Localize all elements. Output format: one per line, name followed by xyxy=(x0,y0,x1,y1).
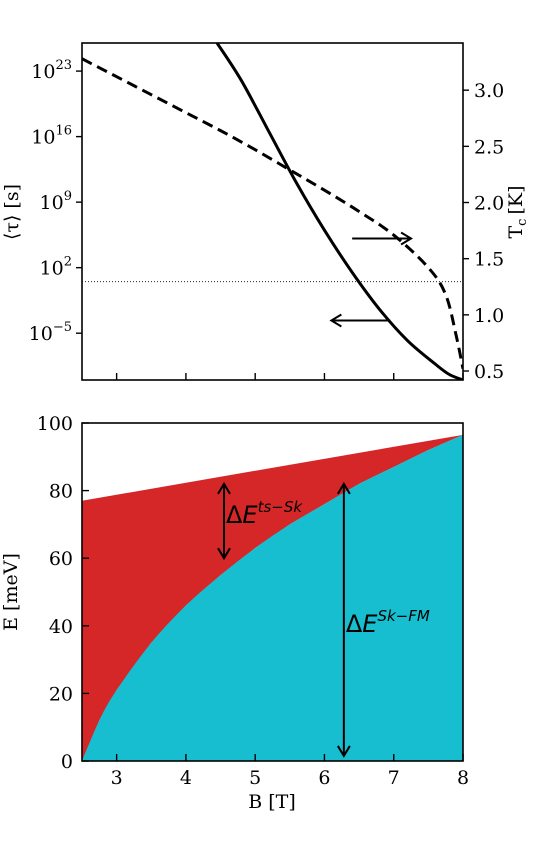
tc-dashed-curve xyxy=(82,57,463,370)
barrier-region-red xyxy=(82,434,463,761)
annotation-label-1: ΔEts−Sk xyxy=(226,498,303,529)
bottom-y-tick-label: 20 xyxy=(49,683,73,705)
bottom-y-tick-label: 60 xyxy=(49,548,73,570)
bottom-y-tick-label: 80 xyxy=(49,481,73,503)
top-left-tick-label: 10−5 xyxy=(29,320,72,345)
top-left-tick-label: 1023 xyxy=(31,58,72,83)
top-right-tick-label: 1.5 xyxy=(474,249,504,271)
bottom-x-tick-label: 5 xyxy=(249,767,261,789)
top-left-axis-label: ⟨τ⟩ [s] xyxy=(1,184,23,240)
top-right-axis-label: Tc[K] xyxy=(505,186,530,239)
top-right-tick-label: 0.5 xyxy=(474,361,504,383)
top-left-tick-label: 102 xyxy=(40,255,72,280)
top-right-tick-label: 2.5 xyxy=(474,136,504,158)
bottom-y-tick-label: 0 xyxy=(61,751,73,773)
bottom-x-tick-label: 3 xyxy=(111,767,123,789)
bottom-y-axis-label: E [meV] xyxy=(0,553,22,631)
annotation-arrow-1 xyxy=(217,481,231,561)
bottom-x-tick-label: 4 xyxy=(180,767,192,789)
energy-region-cyan xyxy=(82,434,463,761)
bottom-y-tick-label: 40 xyxy=(49,616,73,638)
bottom-panel: ΔEts−Sk ΔESk−FM 3 4 5 6 7 8 0 20 40 60 80 100 B [T]… xyxy=(0,413,469,813)
annotation-arrow-2 xyxy=(336,481,351,758)
lifetime-solid-curve xyxy=(215,43,463,380)
bottom-x-tick-label: 7 xyxy=(388,767,400,789)
bottom-plot-frame xyxy=(81,422,464,762)
top-right-tick-label: 3.0 xyxy=(474,80,504,102)
bottom-x-axis-label: B [T] xyxy=(248,791,296,813)
top-left-tick-label: 1016 xyxy=(31,124,72,149)
bottom-y-tick-label: 100 xyxy=(37,413,73,435)
arrow-left xyxy=(329,313,391,328)
top-plot-frame xyxy=(81,42,464,381)
top-panel: 1023 1016 109 102 10−5 3.0 2.5 2.0 1.5 1.0 0.5 ⟨τ… xyxy=(1,42,530,383)
bottom-x-tick-label: 6 xyxy=(318,767,330,789)
annotation-label-2: ΔESk−FM xyxy=(346,607,430,638)
top-left-tick-label: 109 xyxy=(40,189,72,214)
arrow-right xyxy=(352,231,413,246)
bottom-x-tick-label: 8 xyxy=(457,767,469,789)
top-right-tick-label: 2.0 xyxy=(474,193,504,215)
top-right-tick-label: 1.0 xyxy=(474,305,504,327)
